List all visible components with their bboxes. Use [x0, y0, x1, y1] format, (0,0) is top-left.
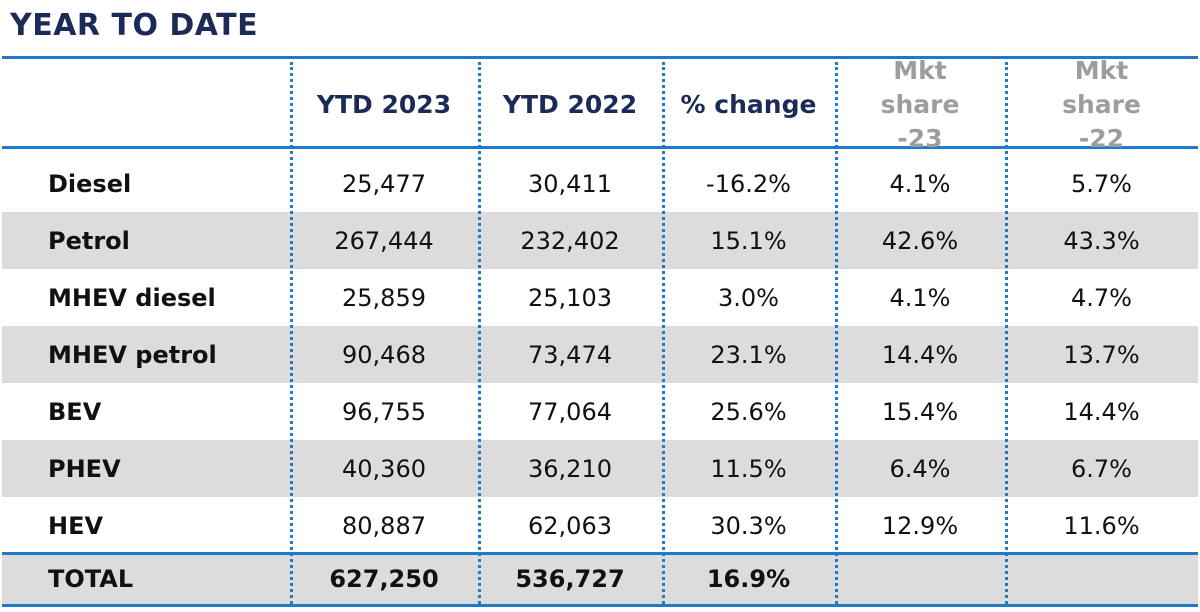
header-top-rule [2, 56, 1198, 59]
table-cell: 12.9% [881, 511, 959, 540]
total-top-rule [2, 552, 1198, 555]
total-band [2, 553, 1198, 605]
row-label: Petrol [48, 226, 130, 255]
table-cell: 77,064 [528, 397, 612, 426]
column-separator [1005, 62, 1008, 604]
total-label: TOTAL [48, 565, 134, 593]
table-cell: 14.4% [1063, 397, 1140, 426]
table-cell: 42.6% [881, 226, 959, 255]
table-cell: 25,103 [528, 283, 612, 312]
table-cell: 80,887 [342, 511, 426, 540]
table-cell: 15.1% [710, 226, 787, 255]
column-header: YTD 2023 [316, 90, 452, 119]
row-label: Diesel [48, 169, 132, 198]
table-cell: 4.1% [889, 169, 951, 198]
column-header: YTD 2022 [502, 90, 638, 119]
row-band [2, 326, 1198, 383]
column-separator [290, 62, 293, 604]
table-cell: 267,444 [334, 226, 434, 255]
table-cell: 4.7% [1071, 283, 1132, 312]
column-separator [835, 62, 838, 604]
total-cell [1005, 553, 1198, 605]
table-cell: 36,210 [528, 454, 612, 483]
table-cell: 6.7% [1071, 454, 1132, 483]
table-cell: 13.7% [1063, 340, 1140, 369]
table-cell: 30.3% [710, 511, 787, 540]
table-cell: 14.4% [881, 340, 959, 369]
column-header: Mkt share -22 [1062, 56, 1141, 153]
table-cell: 5.7% [1071, 169, 1132, 198]
total-cell: 627,250 [329, 565, 439, 593]
table-cell: 25,477 [342, 169, 426, 198]
table-cell: 11.6% [1063, 511, 1140, 540]
table-cell: 96,755 [342, 397, 426, 426]
table-cell: 30,411 [528, 169, 612, 198]
header-bottom-rule [2, 146, 1198, 149]
column-separator [662, 62, 665, 604]
column-header: % change [680, 90, 817, 119]
row-band [2, 212, 1198, 269]
table-cell: 3.0% [718, 283, 779, 312]
total-cell: 16.9% [706, 565, 791, 593]
row-label: HEV [48, 511, 104, 540]
table-bottom-rule [2, 604, 1198, 607]
table-cell: 40,360 [342, 454, 426, 483]
row-band [2, 440, 1198, 497]
table-cell: 73,474 [528, 340, 612, 369]
total-cell: 536,727 [515, 565, 625, 593]
column-header: Mkt share -23 [880, 56, 960, 153]
table-cell: 62,063 [528, 511, 612, 540]
row-label: MHEV petrol [48, 340, 217, 369]
table-cell: 23.1% [710, 340, 787, 369]
table-cell: -16.2% [706, 169, 791, 198]
table-cell: 11.5% [710, 454, 787, 483]
table-cell: 43.3% [1063, 226, 1140, 255]
table-cell: 25.6% [710, 397, 787, 426]
total-cell [835, 553, 1005, 605]
table-cell: 90,468 [342, 340, 426, 369]
table-cell: 6.4% [889, 454, 951, 483]
row-label: PHEV [48, 454, 121, 483]
column-separator [478, 62, 481, 604]
table-cell: 232,402 [520, 226, 620, 255]
row-label: MHEV diesel [48, 283, 216, 312]
table-cell: 4.1% [889, 283, 951, 312]
table-cell: 15.4% [881, 397, 959, 426]
row-label: BEV [48, 397, 102, 426]
table-cell: 25,859 [342, 283, 426, 312]
table-title: YEAR TO DATE [10, 8, 259, 43]
